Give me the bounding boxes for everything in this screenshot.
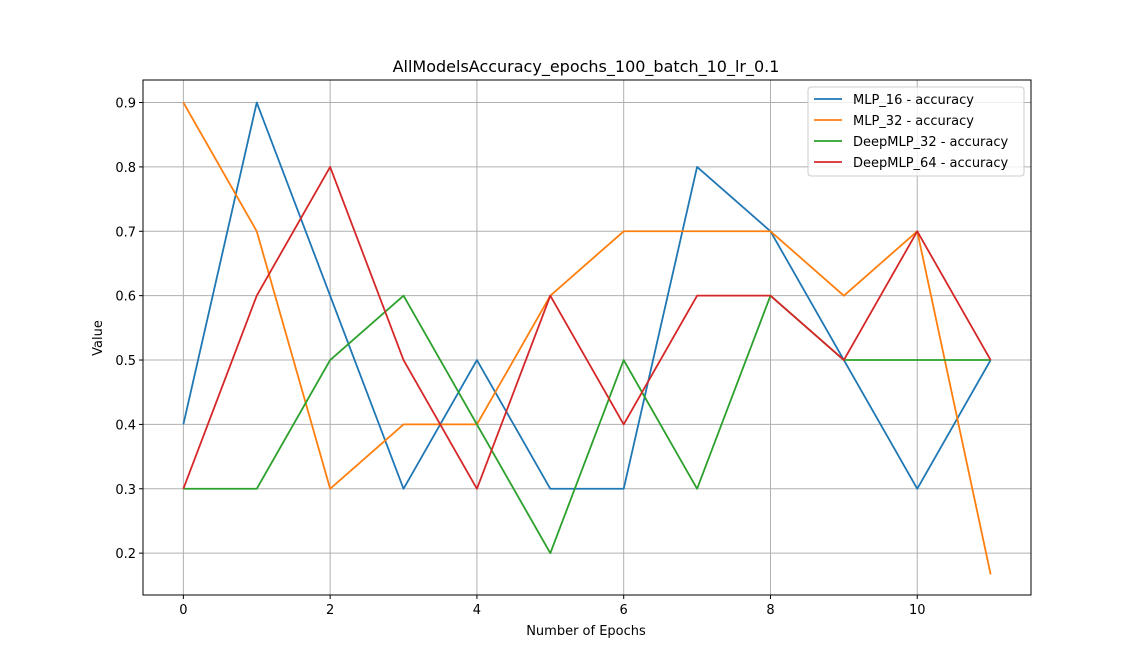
y-tick-label: 0.9 xyxy=(115,97,136,112)
series-line-1 xyxy=(182,102,992,575)
legend-entry: DeepMLP_64 - accuracy xyxy=(853,156,1009,171)
x-tick-label: 6 xyxy=(620,603,628,618)
x-tick-label: 2 xyxy=(326,603,334,618)
legend-box xyxy=(807,86,1025,177)
x-tick-label: 8 xyxy=(766,603,774,618)
legend-entry: MLP_16 - accuracy xyxy=(853,93,974,108)
x-axis-label: Number of Epochs xyxy=(526,624,646,639)
x-axis-ticks: 0 2 4 6 8 10 xyxy=(179,595,926,618)
y-tick-label: 0.8 xyxy=(115,161,136,176)
y-tick-label: 0.4 xyxy=(115,418,136,433)
y-tick-label: 0.3 xyxy=(115,483,136,498)
y-tick-label: 0.7 xyxy=(115,225,136,240)
x-tick-label: 4 xyxy=(473,603,481,618)
y-tick-label: 0.2 xyxy=(115,547,136,562)
y-axis-label: Value xyxy=(91,320,106,356)
legend-entry: MLP_32 - accuracy xyxy=(853,114,974,129)
series-line-0 xyxy=(182,101,992,490)
x-tick-label: 0 xyxy=(179,603,187,618)
series-line-3 xyxy=(182,166,992,490)
y-axis-ticks: 0.2 0.3 0.4 0.5 0.6 0.7 0.8 0.9 xyxy=(115,97,143,562)
chart-title: AllModelsAccuracy_epochs_100_batch_10_lr… xyxy=(393,57,780,77)
series-lines xyxy=(182,101,992,575)
legend-entry: DeepMLP_32 - accuracy xyxy=(853,135,1009,150)
legend: MLP_16 - accuracy MLP_32 - accuracy DeepML… xyxy=(807,86,1025,177)
x-tick-label: 10 xyxy=(909,603,926,618)
series-line-2 xyxy=(183,294,991,555)
y-tick-label: 0.5 xyxy=(115,354,136,369)
plot-frame xyxy=(142,79,1032,596)
y-tick-label: 0.6 xyxy=(115,290,136,305)
